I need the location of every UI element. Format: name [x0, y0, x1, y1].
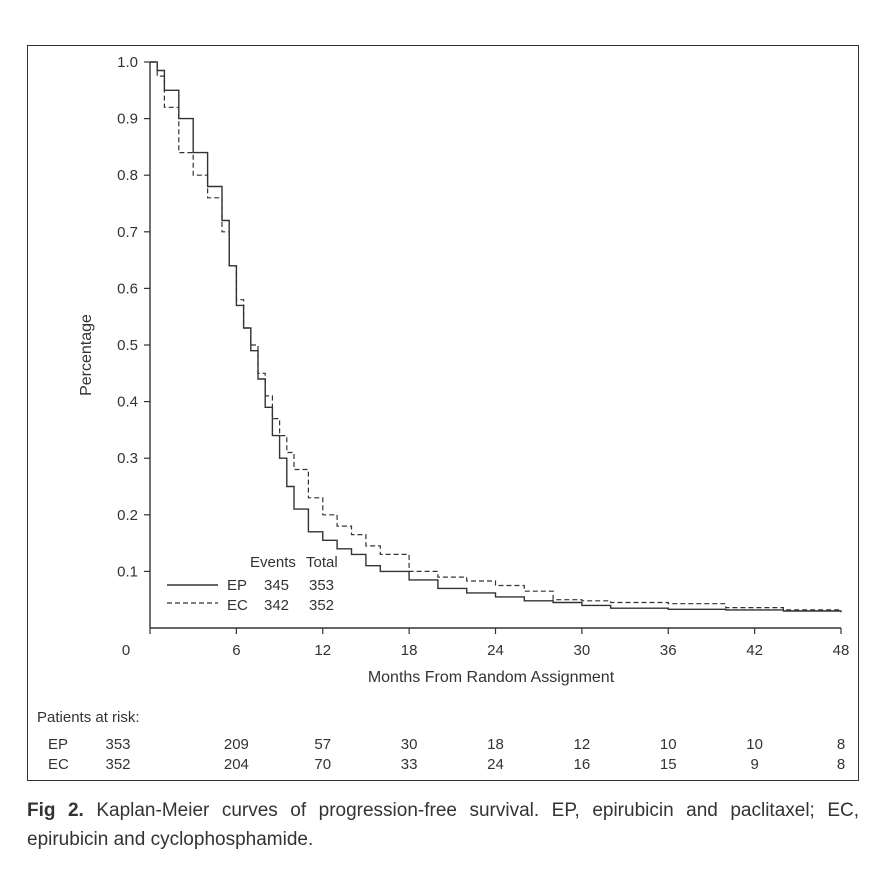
y-tick-label: 0.2 — [117, 507, 138, 524]
legend-ec-total: 352 — [309, 597, 334, 614]
x-tick-label: 36 — [660, 642, 677, 659]
x-tick-label: 6 — [232, 642, 240, 659]
risk-value-ec: 33 — [401, 756, 418, 773]
y-tick-label: 0.1 — [117, 563, 138, 580]
risk-value-ep: 209 — [224, 736, 249, 753]
caption-text: Kaplan-Meier curves of progression-free … — [27, 800, 859, 850]
y-tick-label: 0.9 — [117, 111, 138, 128]
risk-value-ec: 8 — [837, 756, 845, 773]
risk-value-ec: 9 — [750, 756, 758, 773]
survival-curves — [150, 61, 842, 613]
y-tick-label: 0.3 — [117, 450, 138, 467]
kaplan-meier-chart: 0.1 0.2 0.3 0.4 0.5 0.6 0.7 0.8 0.9 1.0 0 6 12 18 24 3… — [37, 54, 850, 773]
risk-value-ec: 15 — [660, 756, 677, 773]
risk-value-ec: 204 — [224, 756, 249, 773]
y-tick-label: 0.7 — [117, 224, 138, 241]
risk-table-title: Patients at risk: — [37, 709, 140, 726]
legend-ep-name: EP — [227, 577, 247, 594]
x-tick-label: 12 — [314, 642, 331, 659]
legend-ep-events: 345 — [264, 577, 289, 594]
legend-header-total: Total — [306, 554, 338, 571]
legend-ec-events: 342 — [264, 597, 289, 614]
y-tick-label: 0.6 — [117, 280, 138, 297]
risk-value-ep: 12 — [574, 736, 591, 753]
y-tick-label: 0.8 — [117, 167, 138, 184]
risk-row-label-ep: EP — [48, 736, 68, 753]
caption-label: Fig 2. — [27, 800, 84, 821]
risk-value-ep: 10 — [660, 736, 677, 753]
figure-caption: Fig 2. Kaplan-Meier curves of progressio… — [27, 796, 859, 854]
x-tick-label: 30 — [574, 642, 591, 659]
curve-ec — [150, 61, 842, 611]
legend-ec-name: EC — [227, 597, 248, 614]
x-axis-label: Months From Random Assignment — [368, 669, 615, 686]
risk-value-ep: 10 — [746, 736, 763, 753]
x-tick-label: 48 — [833, 642, 850, 659]
figure-frame — [27, 45, 859, 781]
risk-value-ep: 57 — [314, 736, 331, 753]
risk-value-ec: 70 — [314, 756, 331, 773]
risk-row-label-ec: EC — [48, 756, 69, 773]
risk-value-ep: 353 — [105, 736, 130, 753]
y-axis-label: Percentage — [78, 314, 95, 396]
legend: Events Total EP 345 353 EC 342 352 — [167, 554, 338, 614]
x-axis-ticks: 0 6 12 18 24 30 36 42 48 — [122, 628, 850, 659]
legend-header-events: Events — [250, 554, 296, 571]
patients-at-risk-table: Patients at risk: EP EC 353 209 57 30 18 12 10… — [37, 709, 845, 773]
risk-value-ec: 24 — [487, 756, 504, 773]
risk-value-ep: 8 — [837, 736, 845, 753]
y-axis-ticks: 0.1 0.2 0.3 0.4 0.5 0.6 0.7 0.8 0.9 1.0 — [117, 54, 150, 580]
risk-value-ep: 30 — [401, 736, 418, 753]
risk-value-ep: 18 — [487, 736, 504, 753]
y-tick-label: 0.4 — [117, 394, 138, 411]
x-tick-label: 42 — [746, 642, 763, 659]
y-tick-label: 1.0 — [117, 54, 138, 71]
x-tick-label: 18 — [401, 642, 418, 659]
origin-tick-label: 0 — [122, 642, 130, 659]
risk-value-ec: 16 — [574, 756, 591, 773]
y-tick-label: 0.5 — [117, 337, 138, 354]
legend-ep-total: 353 — [309, 577, 334, 594]
curve-ep — [150, 61, 842, 613]
x-tick-label: 24 — [487, 642, 504, 659]
risk-value-ec: 352 — [105, 756, 130, 773]
